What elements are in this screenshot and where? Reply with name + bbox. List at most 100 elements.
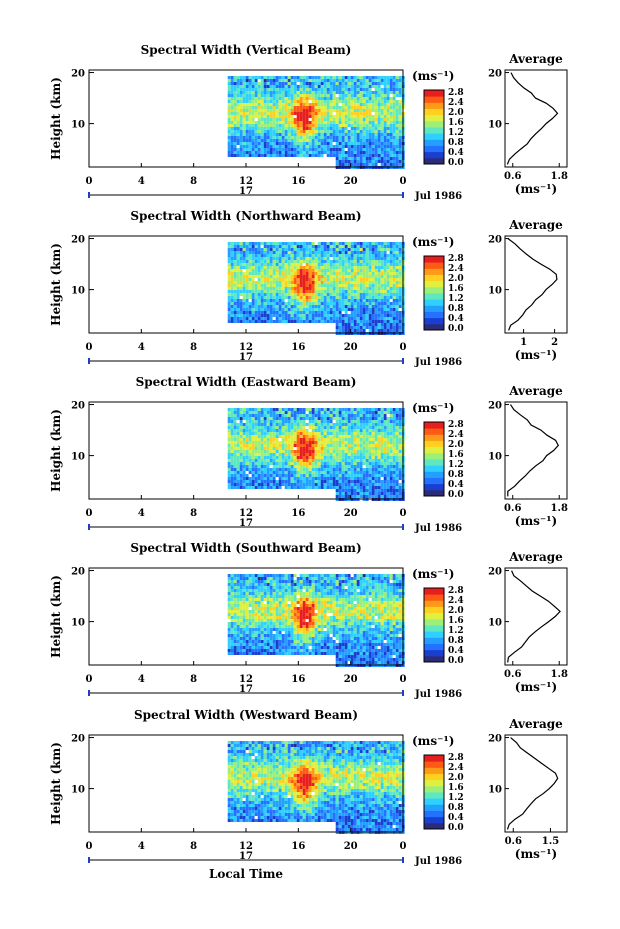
heatmap-cell: [338, 242, 342, 245]
heatmap-cell: [293, 462, 297, 465]
heatmap-cell: [383, 441, 387, 444]
heatmap-cell: [239, 471, 243, 474]
heatmap-cell: [281, 287, 285, 290]
heatmap-cell: [236, 109, 240, 112]
heatmap-cell: [242, 97, 246, 100]
heatmap-cell: [254, 91, 258, 94]
heatmap-cell: [236, 432, 240, 435]
heatmap-cell: [260, 423, 264, 426]
heatmap-cell: [356, 296, 360, 299]
heatmap-cell: [278, 127, 282, 130]
heatmap-cell: [239, 299, 243, 302]
heatmap-cell: [260, 139, 264, 142]
heatmap-cell: [338, 124, 342, 127]
heatmap-cell: [281, 432, 285, 435]
heatmap-cell: [272, 414, 276, 417]
heatmap-cell: [362, 85, 366, 88]
heatmap-cell: [254, 76, 258, 79]
heatmap-cell: [335, 329, 339, 332]
heatmap-cell: [335, 79, 339, 82]
heatmap-cell: [245, 444, 249, 447]
heatmap-cell: [257, 121, 261, 124]
colorbar-swatch: [424, 262, 444, 269]
heatmap-cell: [233, 88, 237, 91]
heatmap-cell: [344, 308, 348, 311]
heatmap-cell: [383, 91, 387, 94]
colorbar-tick-label: 0.0: [448, 158, 464, 168]
heatmap-cell: [242, 435, 246, 438]
heatmap-cell: [251, 115, 255, 118]
heatmap-cell: [341, 260, 345, 263]
heatmap-cell: [320, 124, 324, 127]
heatmap-cell: [362, 483, 366, 486]
heatmap-cell: [263, 272, 267, 275]
heatmap-cell: [332, 284, 336, 287]
heatmap-cell: [389, 142, 393, 145]
heatmap-cell: [380, 465, 384, 468]
heatmap-cell: [326, 121, 330, 124]
heatmap-cell: [383, 311, 387, 314]
heatmap-cell: [293, 88, 297, 91]
heatmap-cell: [374, 272, 378, 275]
heatmap-cell: [302, 296, 306, 299]
heatmap-cell: [383, 414, 387, 417]
heatmap-cell: [260, 483, 264, 486]
heatmap-cell: [386, 254, 390, 257]
heatmap-cell: [356, 130, 360, 133]
heatmap-cell: [287, 471, 291, 474]
x-tick-label: 4: [138, 176, 145, 187]
heatmap-cell: [377, 468, 381, 471]
heatmap-cell: [314, 76, 318, 79]
heatmap-cell: [278, 100, 282, 103]
heatmap-cell: [353, 115, 357, 118]
heatmap-cell: [254, 486, 258, 489]
heatmap-cell: [278, 417, 282, 420]
heatmap-cell: [362, 320, 366, 323]
heatmap-cell: [233, 76, 237, 79]
heatmap-cell: [326, 414, 330, 417]
heatmap-cell: [335, 142, 339, 145]
heatmap-cell: [353, 329, 357, 332]
heatmap-cell: [296, 124, 300, 127]
heatmap-cell: [266, 278, 270, 281]
heatmap-cell: [311, 420, 315, 423]
heatmap-cell: [371, 79, 375, 82]
heatmap-cell: [257, 115, 261, 118]
heatmap-cell: [272, 103, 276, 106]
heatmap-cell: [311, 242, 315, 245]
heatmap-cell: [320, 486, 324, 489]
heatmap-cell: [368, 423, 372, 426]
heatmap-cell: [245, 459, 249, 462]
heatmap-cell: [251, 281, 255, 284]
heatmap-cell: [311, 278, 315, 281]
heatmap-cell: [227, 242, 231, 245]
heatmap-cell: [353, 323, 357, 326]
heatmap-cell: [296, 423, 300, 426]
heatmap-cell: [305, 477, 309, 480]
heatmap-cell: [323, 480, 327, 483]
heatmap-cell: [350, 130, 354, 133]
heatmap-cell: [236, 91, 240, 94]
heatmap-cell: [371, 157, 375, 160]
heatmap-cell: [230, 257, 234, 260]
heatmap-cell: [254, 124, 258, 127]
heatmap-cell: [353, 459, 357, 462]
heatmap-cell: [365, 326, 369, 329]
heatmap-cell: [227, 293, 231, 296]
heatmap-cell: [272, 251, 276, 254]
heatmap-cell: [362, 495, 366, 498]
heatmap-cell: [371, 151, 375, 154]
heatmap-cell: [287, 284, 291, 287]
heatmap-cell: [296, 471, 300, 474]
heatmap-cell: [281, 79, 285, 82]
heatmap-cell: [380, 441, 384, 444]
heatmap-cell: [383, 151, 387, 154]
heatmap-cell: [239, 79, 243, 82]
heatmap-cell: [248, 444, 252, 447]
heatmap-cell: [290, 474, 294, 477]
heatmap-cell: [386, 88, 390, 91]
heatmap-cell: [353, 88, 357, 91]
heatmap-cell: [317, 287, 321, 290]
heatmap-cell: [347, 245, 351, 248]
heatmap-cell: [335, 459, 339, 462]
